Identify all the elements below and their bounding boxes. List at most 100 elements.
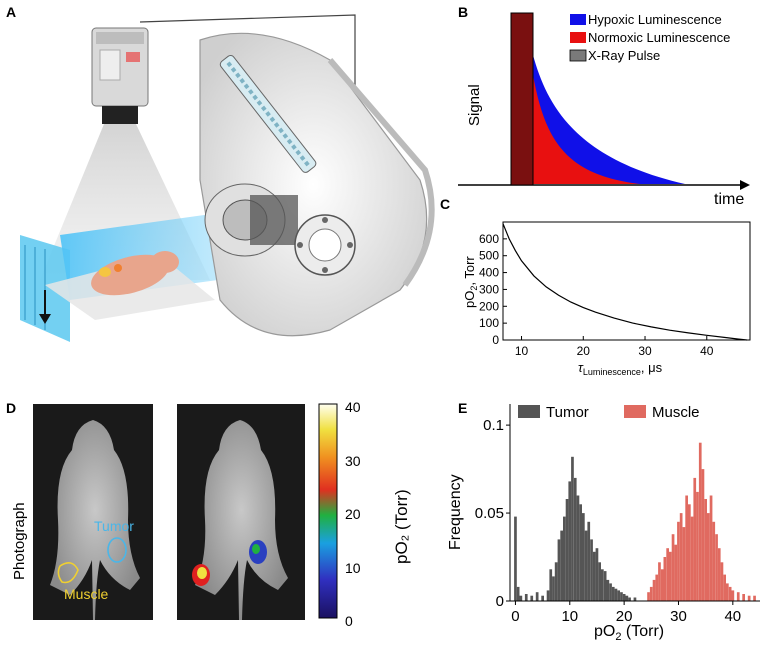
photograph-label: Photograph: [11, 502, 28, 580]
histogram-bar-tumor: [595, 548, 599, 601]
histogram-bar-muscle: [731, 590, 735, 601]
normoxic-decay: [533, 75, 640, 184]
mouse-map: [195, 420, 288, 620]
histogram-bar-muscle: [728, 586, 732, 601]
histogram-bar-tumor: [603, 571, 607, 601]
histogram-bar-muscle: [720, 562, 724, 601]
panel-c-xtick-label: 10: [515, 344, 529, 358]
muscle-label: Muscle: [64, 586, 109, 602]
histogram-bar-muscle: [693, 477, 697, 601]
histogram-bar-tumor: [524, 594, 528, 601]
histogram-bar-tumor: [601, 569, 604, 601]
panel-c-xtick-label: 20: [577, 344, 591, 358]
panel-label-c: C: [440, 196, 451, 212]
tumor-roi: [107, 537, 127, 563]
histogram-bar-tumor: [628, 597, 631, 601]
panel-e-xtick-label: 20: [616, 608, 633, 625]
histogram-bar-muscle: [658, 562, 661, 601]
legend-normoxic: Normoxic Luminescence: [588, 30, 730, 45]
histogram-bar-tumor: [565, 499, 569, 601]
histogram-bar-muscle: [707, 513, 710, 601]
panel-c-ylabel: pO2, Torr: [462, 256, 479, 308]
histogram-bar-muscle: [701, 469, 705, 601]
panel-c-ytick-label: 200: [479, 299, 499, 313]
panel-label-e: E: [458, 400, 468, 416]
histogram-bar-tumor: [549, 569, 553, 601]
histogram-bar-muscle: [682, 527, 686, 601]
histogram-bar-tumor: [584, 530, 588, 601]
histogram-bar-tumor: [592, 551, 596, 602]
histogram-bar-tumor: [554, 562, 558, 601]
panel-label-a: A: [6, 4, 17, 20]
histogram-bar-muscle: [742, 594, 745, 601]
histogram-bar-muscle: [677, 521, 680, 601]
histogram-bar-muscle: [674, 544, 678, 601]
colorbar-tick: 20: [345, 506, 361, 522]
panel-e-xtick-label: 30: [670, 608, 687, 625]
histogram-bar-tumor: [519, 595, 523, 601]
histogram-bar-tumor: [598, 562, 601, 601]
histogram-bar-tumor: [633, 597, 637, 601]
histogram-bar-muscle: [696, 491, 699, 601]
detector-plate: [20, 235, 70, 342]
colorbar-tick: 40: [345, 399, 361, 415]
panel-e-ytick-label: 0: [496, 593, 504, 610]
histogram-bar-tumor: [609, 583, 612, 601]
camera: [91, 27, 149, 124]
panel-c-xlabel: τLuminescence, μs: [578, 360, 663, 377]
histogram-bar-tumor: [563, 516, 566, 601]
histogram-bar-tumor: [620, 592, 623, 601]
histogram-bar-tumor: [530, 595, 534, 601]
panel-c-ytick-label: 100: [479, 316, 499, 330]
histogram-bar-tumor: [541, 595, 544, 601]
histogram-bar-muscle: [663, 557, 667, 601]
histogram-bar-tumor: [625, 595, 629, 601]
colorbar-tick: 0: [345, 613, 353, 629]
panel-c-xtick-label: 30: [638, 344, 652, 358]
histogram-bar-muscle: [666, 548, 669, 601]
mouse-illustration: [91, 251, 179, 296]
panel-c-curve: [502, 223, 747, 341]
histogram-bar-muscle: [723, 574, 726, 601]
legend-swatch-hypoxic: [570, 14, 586, 25]
histogram-bar-tumor: [587, 521, 591, 601]
panel-label-b: B: [458, 4, 469, 20]
histogram-bar-muscle: [715, 534, 718, 601]
histogram-bar-muscle: [753, 595, 756, 601]
histogram-bar-muscle: [747, 595, 751, 601]
histogram-bar-tumor: [590, 539, 593, 601]
panel-c-ytick-label: 500: [479, 249, 499, 263]
legend-swatch-normoxic: [570, 32, 586, 43]
legend-muscle: Muscle: [652, 404, 700, 421]
histogram-bar-muscle: [669, 551, 672, 602]
histogram-bar-tumor: [514, 516, 517, 601]
panel-e-ytick-label: 0.1: [483, 417, 504, 434]
colorbar-tick: 30: [345, 453, 361, 469]
panel-c-ytick-label: 300: [479, 282, 499, 296]
panel-b-xlabel: time: [714, 191, 744, 208]
colorbar-label: pO₂ (Torr): [392, 489, 411, 564]
histogram-bar-tumor: [546, 590, 550, 601]
panel-e-ylabel: Frequency: [447, 474, 464, 550]
histogram-bar-muscle: [717, 548, 721, 601]
histogram-bar-muscle: [679, 513, 683, 601]
legend-xray: X-Ray Pulse: [588, 48, 660, 63]
gantry: [199, 32, 435, 337]
panel-c-ytick-label: 600: [479, 232, 499, 246]
histogram-bar-tumor: [611, 586, 615, 601]
histogram-bar-tumor: [516, 586, 520, 601]
histogram-bar-tumor: [614, 588, 618, 601]
panel-e-xtick-label: 0: [511, 608, 519, 625]
histogram-bar-muscle: [690, 516, 694, 601]
histogram-bar-muscle: [736, 592, 740, 601]
muscle-roi: [57, 562, 79, 584]
histogram-bar-tumor: [571, 456, 574, 601]
histogram-bar-muscle: [649, 586, 653, 601]
legend-swatch-muscle: [624, 405, 646, 418]
histogram-bar-tumor: [606, 579, 610, 601]
panel-label-d: D: [6, 400, 17, 416]
